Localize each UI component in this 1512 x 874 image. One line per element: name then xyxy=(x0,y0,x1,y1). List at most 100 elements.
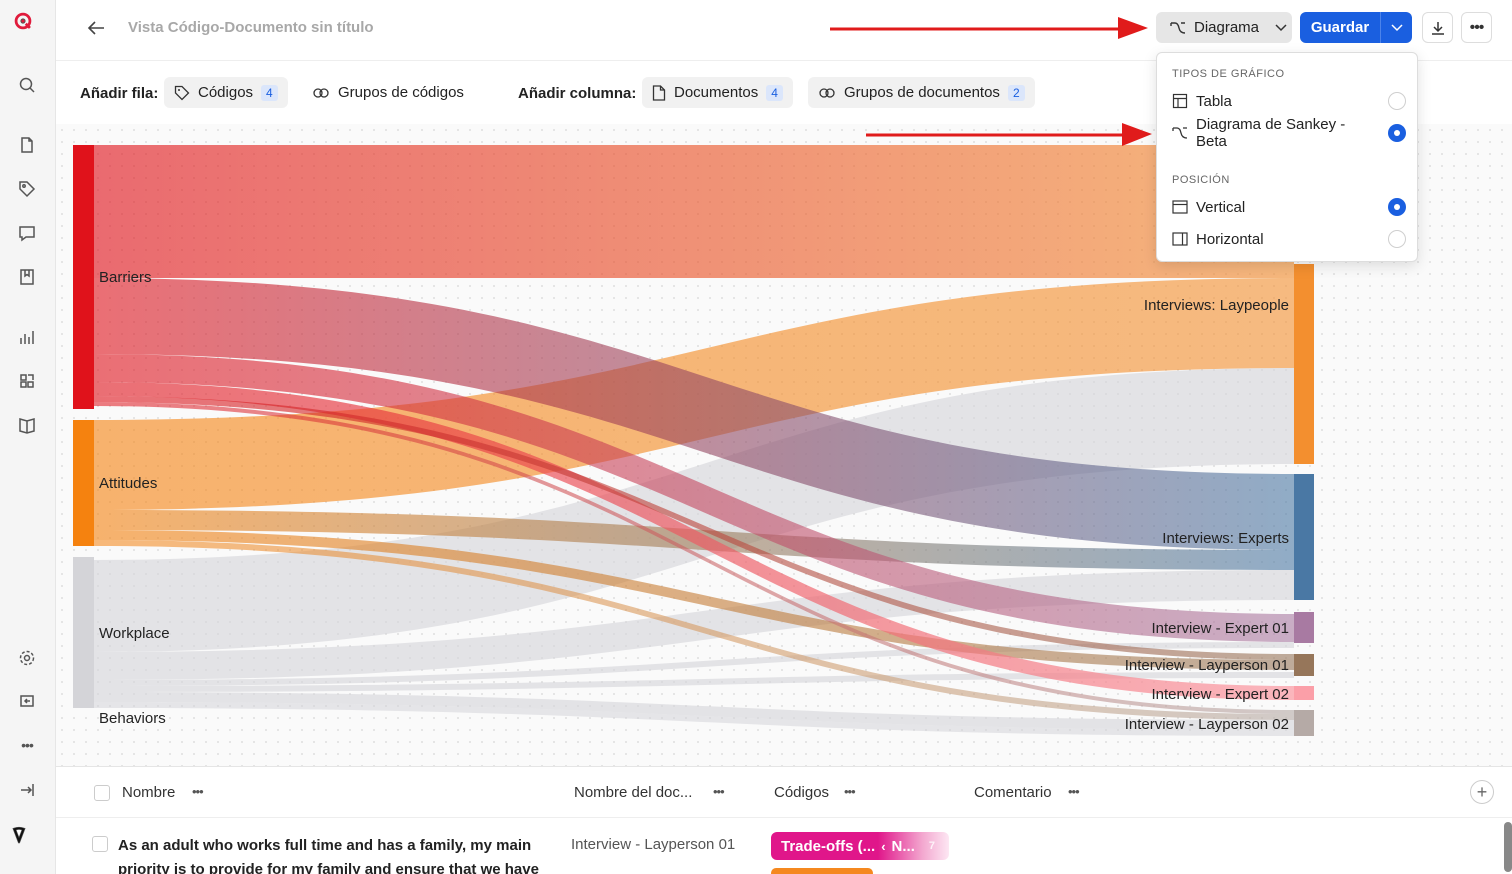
scrollbar[interactable] xyxy=(1504,822,1512,872)
flow-barriers-experts xyxy=(94,278,1294,550)
chart-type-sankey-radio[interactable] xyxy=(1388,124,1406,142)
column-comment-menu-icon[interactable]: ••• xyxy=(1068,784,1080,799)
label-interviews-experts: Interviews: Experts xyxy=(1162,530,1289,547)
column-codes-header[interactable]: Códigos xyxy=(774,784,830,801)
node-expert-01[interactable] xyxy=(1294,612,1314,643)
annotation-arrow-sankey xyxy=(866,123,1152,146)
flow-workplace-expert01 xyxy=(94,642,1294,686)
documents-count-badge: 4 xyxy=(766,84,783,101)
add-row-label: Añadir fila: xyxy=(80,85,159,102)
add-column-button[interactable]: + xyxy=(1470,780,1494,804)
tag-icon[interactable] xyxy=(14,176,40,202)
sankey-icon xyxy=(1172,127,1188,139)
codes-chip-label: Códigos xyxy=(198,84,254,101)
document-icon xyxy=(652,84,666,101)
column-name-menu-icon[interactable]: ••• xyxy=(192,784,204,799)
node-behaviors[interactable] xyxy=(73,701,94,708)
more-icon[interactable]: ••• xyxy=(21,737,34,753)
row-document[interactable]: Interview - Layperson 01 xyxy=(571,836,736,853)
column-document-menu-icon[interactable]: ••• xyxy=(713,784,725,799)
node-layperson-01[interactable] xyxy=(1294,654,1314,676)
position-horizontal-radio[interactable] xyxy=(1388,230,1406,248)
position-horizontal-option[interactable]: Horizontal xyxy=(1172,226,1406,252)
node-workplace[interactable] xyxy=(73,557,94,701)
label-attitudes: Attitudes xyxy=(99,475,157,492)
back-arrow-icon[interactable] xyxy=(84,16,108,40)
position-heading: POSICIÓN xyxy=(1172,174,1230,186)
app-logo-icon[interactable] xyxy=(14,12,32,30)
codes-count-badge: 4 xyxy=(261,84,278,101)
column-codes-menu-icon[interactable]: ••• xyxy=(844,784,856,799)
horizontal-layout-icon xyxy=(1172,232,1188,246)
save-options-chevron-icon[interactable] xyxy=(1380,12,1412,43)
label-expert-01: Interview - Expert 01 xyxy=(1151,620,1289,637)
label-layperson-01: Interview - Layperson 01 xyxy=(1125,657,1289,674)
flow-barriers-expert01 xyxy=(94,354,1294,642)
flow-behaviors-layperson02 xyxy=(94,702,1294,736)
flow-attitudes-layperson01 xyxy=(94,530,1294,670)
select-all-checkbox[interactable] xyxy=(94,785,110,801)
code-chip-label: Trade-offs (... xyxy=(781,837,876,855)
row-checkbox[interactable] xyxy=(92,836,108,852)
row-column-bar: Añadir fila: Códigos 4 Grupos de códigos… xyxy=(56,60,1512,124)
chart-type-table-radio[interactable] xyxy=(1388,92,1406,110)
chevron-left-icon: ‹ xyxy=(881,838,886,854)
documents-chip-label: Documentos xyxy=(674,84,759,101)
code-chip[interactable]: Trade-offs (... ‹ N... 7 xyxy=(771,832,949,860)
chart-type-sankey-option[interactable]: Diagrama de Sankey - Beta xyxy=(1172,116,1406,150)
flow-workplace-layperson02 xyxy=(94,692,1294,730)
add-column-label: Añadir columna: xyxy=(518,85,637,102)
table-row[interactable]: As an adult who works full time and has … xyxy=(56,818,1512,874)
codes-chip[interactable]: Códigos 4 xyxy=(164,77,288,108)
node-attitudes[interactable] xyxy=(73,420,94,546)
chart-icon[interactable] xyxy=(14,324,40,350)
label-interviews-laypeople: Interviews: Laypeople xyxy=(1144,297,1289,314)
document-icon[interactable] xyxy=(14,132,40,158)
node-expert-02[interactable] xyxy=(1294,686,1314,700)
diagram-label: Diagrama xyxy=(1194,19,1260,36)
column-document-header[interactable]: Nombre del doc... xyxy=(574,784,693,801)
annotation-arrow-diagram xyxy=(830,17,1148,39)
collapse-sidebar-icon[interactable] xyxy=(14,777,40,803)
save-label: Guardar xyxy=(1310,19,1370,36)
more-options-button[interactable]: ••• xyxy=(1461,12,1492,43)
search-icon[interactable] xyxy=(14,72,40,98)
notebook-icon[interactable] xyxy=(14,264,40,290)
node-interviews-experts[interactable] xyxy=(1294,474,1314,600)
top-bar: Vista Código-Documento sin título Diagra… xyxy=(56,0,1512,58)
export-icon[interactable] xyxy=(14,688,40,714)
chart-type-table-option[interactable]: Tabla xyxy=(1172,88,1406,114)
position-vertical-option[interactable]: Vertical xyxy=(1172,194,1406,220)
save-button[interactable]: Guardar xyxy=(1300,12,1412,43)
node-barriers[interactable] xyxy=(73,145,94,409)
column-comment-header[interactable]: Comentario xyxy=(974,784,1052,801)
column-name-header[interactable]: Nombre xyxy=(122,784,176,801)
chart-types-heading: TIPOS DE GRÁFICO xyxy=(1172,68,1285,80)
code-document-view-icon[interactable] xyxy=(14,368,40,394)
settings-icon[interactable] xyxy=(14,645,40,671)
code-groups-chip-label: Grupos de códigos xyxy=(338,84,464,101)
document-groups-count-badge: 2 xyxy=(1007,84,1025,101)
documents-chip[interactable]: Documentos 4 xyxy=(642,77,793,108)
node-layperson-02[interactable] xyxy=(1294,710,1314,736)
document-groups-chip-label: Grupos de documentos xyxy=(844,84,1000,101)
code-chip-secondary[interactable] xyxy=(771,868,873,874)
download-icon xyxy=(1431,21,1444,35)
vertical-layout-icon xyxy=(1172,200,1188,214)
table-icon xyxy=(1172,93,1188,109)
groups-icon xyxy=(819,87,835,98)
document-groups-chip[interactable]: Grupos de documentos 2 xyxy=(808,77,1035,108)
label-workplace: Workplace xyxy=(99,625,170,642)
comment-icon[interactable] xyxy=(14,220,40,246)
diagram-options-menu: TIPOS DE GRÁFICO Tabla Diagrama de Sanke… xyxy=(1156,52,1418,262)
label-expert-02: Interview - Expert 02 xyxy=(1151,686,1289,703)
position-vertical-radio[interactable] xyxy=(1388,198,1406,216)
flow-barriers-laypeople xyxy=(94,145,1294,278)
book-icon[interactable] xyxy=(14,412,40,438)
chart-type-sankey-label: Diagrama de Sankey - Beta xyxy=(1196,116,1346,150)
node-interviews-laypeople[interactable] xyxy=(1294,264,1314,464)
diagram-dropdown-button[interactable]: Diagrama xyxy=(1156,12,1292,43)
chart-type-table-label: Tabla xyxy=(1196,92,1232,110)
code-groups-chip[interactable]: Grupos de códigos xyxy=(302,77,474,108)
download-button[interactable] xyxy=(1422,12,1453,43)
